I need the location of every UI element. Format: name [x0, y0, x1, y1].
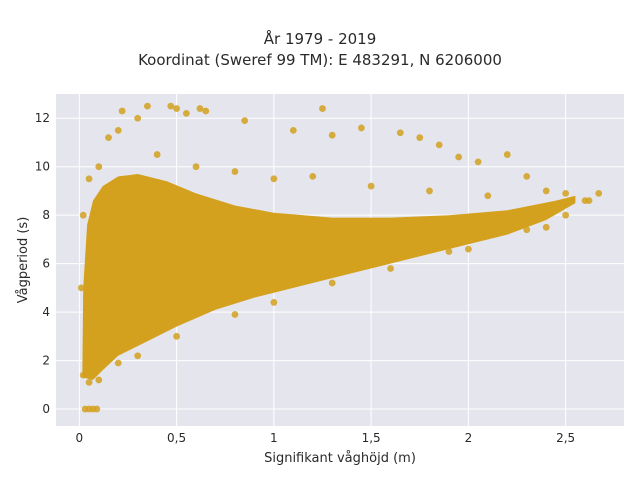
data-point	[212, 236, 219, 243]
data-point	[173, 332, 181, 340]
x-tick-label: 2,5	[556, 431, 575, 445]
y-axis-label: Vågperiod (s)	[16, 217, 31, 304]
x-tick-label: 0,5	[167, 431, 186, 445]
data-point	[289, 126, 297, 134]
data-point	[114, 284, 122, 292]
data-point	[367, 231, 375, 238]
data-point	[196, 105, 204, 112]
data-point	[309, 240, 317, 248]
data-point	[192, 284, 200, 292]
data-point	[182, 109, 190, 117]
x-tick-label: 1,5	[362, 431, 381, 445]
data-point	[93, 405, 101, 413]
data-point	[328, 131, 336, 139]
data-point	[114, 126, 122, 134]
data-point	[474, 158, 482, 166]
data-point	[319, 105, 326, 112]
data-point	[435, 141, 443, 149]
data-point	[105, 134, 112, 142]
data-point	[251, 248, 258, 255]
data-point	[173, 105, 181, 112]
data-point	[270, 299, 278, 306]
data-point	[503, 216, 511, 224]
data-point	[396, 129, 404, 137]
y-tick-label: 2	[42, 354, 50, 368]
data-point	[173, 223, 181, 231]
y-tick-label: 4	[42, 305, 50, 319]
x-axis-ticks: 0 0,5 1 1,5 2 2,5	[76, 431, 576, 445]
y-tick-label: 12	[35, 111, 50, 125]
data-point	[416, 134, 424, 142]
data-point	[523, 226, 531, 234]
data-point	[562, 189, 570, 197]
point-cloud	[82, 174, 576, 380]
x-tick-label: 1	[270, 431, 278, 445]
data-point	[202, 107, 210, 115]
x-tick-label: 0	[76, 431, 84, 445]
data-point	[581, 197, 589, 205]
data-point	[270, 175, 278, 183]
data-point	[153, 151, 161, 158]
data-point	[387, 265, 394, 272]
y-axis-ticks: 0 2 4 6 8 10 12	[35, 111, 50, 416]
data-point	[85, 378, 93, 386]
data-point	[270, 272, 278, 280]
data-point	[192, 163, 200, 171]
x-tick-label: 2	[465, 431, 473, 445]
data-point	[503, 151, 511, 158]
data-point	[562, 211, 570, 219]
data-point	[114, 359, 122, 367]
data-point	[357, 124, 365, 132]
x-axis-label: Signifikant våghöjd (m)	[264, 451, 416, 466]
data-point	[118, 107, 126, 115]
data-point	[241, 117, 249, 125]
data-point	[367, 182, 375, 190]
data-point	[85, 175, 93, 183]
data-point	[309, 172, 317, 180]
y-tick-label: 6	[42, 257, 50, 271]
chart-subtitle: Koordinat (Sweref 99 TM): E 483291, N 62…	[138, 51, 502, 69]
data-point	[542, 187, 550, 195]
data-point	[134, 211, 142, 219]
data-point	[542, 223, 550, 231]
data-point	[445, 248, 453, 255]
data-point	[79, 211, 87, 219]
data-point	[144, 102, 151, 110]
data-point	[231, 311, 239, 318]
data-point	[77, 284, 85, 292]
data-point	[484, 192, 492, 200]
point-cloud-area	[82, 174, 576, 380]
data-point	[79, 371, 87, 379]
data-point	[167, 102, 175, 110]
data-point	[426, 187, 433, 195]
y-tick-label: 8	[42, 208, 50, 222]
y-tick-label: 0	[42, 402, 50, 416]
chart-title: År 1979 - 2019	[263, 30, 377, 48]
data-point	[595, 189, 603, 197]
data-point	[95, 163, 103, 171]
data-point	[523, 172, 531, 180]
data-point	[134, 352, 142, 360]
data-point	[134, 114, 142, 122]
data-point	[348, 260, 356, 268]
data-point	[328, 279, 336, 287]
data-points	[77, 102, 603, 413]
data-point	[426, 223, 433, 231]
data-point	[464, 245, 472, 253]
data-point	[95, 376, 103, 384]
data-point	[231, 168, 239, 175]
y-tick-label: 10	[35, 160, 50, 174]
data-point	[153, 296, 161, 304]
data-point	[455, 153, 463, 161]
